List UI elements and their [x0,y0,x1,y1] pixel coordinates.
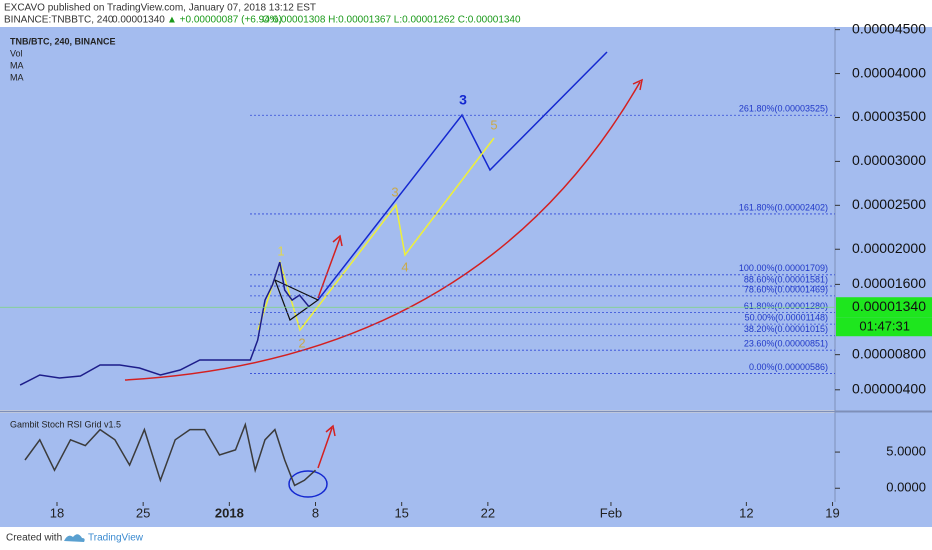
wave-projection [317,51,608,301]
ohlc: O:0.00001308 H:0.00001367 L:0.00001262 C… [262,15,521,26]
price-line [24,421,317,487]
fib-label: 61.80%(0.00001280) [744,301,828,311]
y-tick-label: 5.0000 [886,444,926,459]
fib-label: 88.60%(0.00001581) [744,274,828,284]
fib-label: 38.20%(0.00001015) [744,324,828,334]
y-tick-label: 0.00003500 [852,108,926,124]
wave-label: 3 [391,184,398,199]
change: ▲ +0.00000087 (+6.94%) [167,15,282,26]
arrow [317,424,336,469]
y-tick-label: 0.00004500 [852,20,926,36]
oscillator-title: Gambit Stoch RSI Grid v1.5 [10,419,121,429]
y-tick-label: 0.00001600 [852,275,926,291]
arrow-head [632,78,644,91]
oscillator-pane [0,413,835,502]
wave-label: 5 [490,117,497,132]
x-tick-label: 8 [312,505,319,520]
last-price-box [836,297,932,318]
x-tick-label: Feb [600,505,622,520]
wave-label: 3 [459,92,467,108]
wave-label: 1 [277,243,284,258]
fib-label: 50.00%(0.00001148) [745,312,828,322]
legend-indicator: MA [10,60,24,70]
fib-label: 100.00%(0.00001709) [739,263,828,273]
timer-box [836,317,932,337]
y-tick-label: 0.0000 [886,480,926,495]
wave-label: 2 [298,335,305,350]
time-axis [0,502,932,527]
y-tick-label: 0.00004000 [852,64,926,80]
symbol: BINANCE:TNBBTC, 240 [4,15,114,26]
y-tick-label: 0.00002500 [852,196,926,212]
y-tick-label: 0.00000400 [852,380,926,396]
timer: 01:47:31 [859,319,910,334]
publisher: EXCAVO published on TradingView.com, Jan… [4,3,316,14]
price-line [19,261,310,386]
fib-label: 23.60%(0.00000851) [744,339,828,349]
footer-brand[interactable]: TradingView [88,533,144,544]
footer [0,527,932,550]
last-price-header: 0.00001340 [112,15,165,26]
x-tick-label: 25 [136,505,150,520]
x-tick-label: 2018 [215,505,244,520]
wave-label: 4 [401,259,408,274]
legend-indicator: MA [10,72,24,82]
x-tick-label: 12 [739,505,753,520]
brand-logo [64,534,85,542]
fib-label: 261.80%(0.00003525) [739,104,828,114]
arrow [317,234,343,299]
price-axis [835,27,932,502]
main-pane [0,27,835,410]
header-bar [0,0,932,27]
fib-label: 78.60%(0.00001469) [744,284,828,294]
legend-symbol: TNB/BTC, 240, BINANCE [10,36,116,46]
highlight-ellipse [288,470,328,498]
x-tick-label: 15 [394,505,408,520]
fib-label: 0.00%(0.00000586) [749,362,828,372]
triangle [273,278,320,321]
x-tick-label: 19 [825,505,839,520]
y-tick-label: 0.00000800 [852,345,926,361]
last-price-label: 0.00001340 [852,298,926,314]
x-tick-label: 22 [481,505,495,520]
fib-label: 161.80%(0.00002402) [739,202,828,212]
x-tick-label: 18 [50,505,64,520]
legend-indicator: Vol [10,48,23,58]
y-tick-label: 0.00002000 [852,240,926,256]
footer-text: Created with [6,533,62,544]
y-tick-label: 0.00003000 [852,152,926,168]
